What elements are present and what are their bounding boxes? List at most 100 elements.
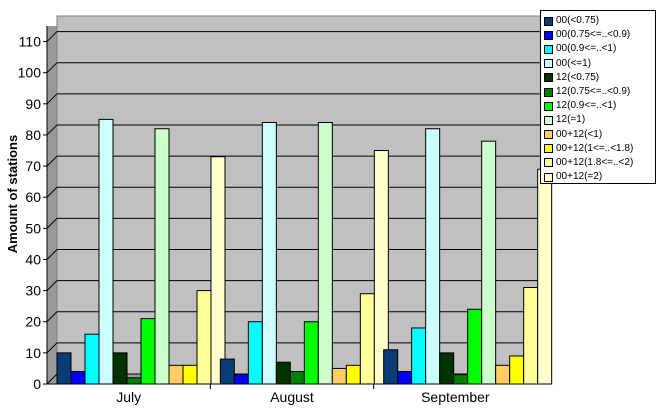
bar [233, 374, 249, 385]
legend-item: 00(<=1) [544, 57, 655, 71]
legend-item: 00+12(=2) [544, 170, 655, 184]
legend-label: 00+12(1.8<=..<2) [556, 156, 634, 168]
legend-swatch [544, 158, 553, 168]
bar [261, 122, 277, 385]
legend-swatch [544, 30, 553, 40]
y-tick-label: 60 [25, 189, 41, 205]
bar [439, 352, 455, 385]
legend-label: 12(=1) [556, 114, 586, 126]
bar [196, 290, 212, 385]
legend-item: 12(=1) [544, 113, 655, 127]
bar [112, 352, 128, 385]
y-tick-label: 40 [25, 251, 41, 267]
legend-item: 00+12(1.8<=..<2) [544, 156, 655, 170]
gridline-slant [46, 62, 58, 74]
bar [481, 140, 497, 385]
bar [247, 321, 263, 385]
legend-swatch [544, 73, 553, 83]
bar [98, 118, 114, 385]
gridline-slant [46, 249, 58, 260]
legend-label: 00+12(1<=..<1.8) [556, 142, 634, 154]
bar [345, 364, 361, 385]
legend-item: 00+12(<1) [544, 128, 655, 142]
legend-swatch [544, 172, 553, 182]
gridline-slant [46, 93, 58, 105]
legend-label: 00+12(<1) [556, 128, 603, 140]
bar [397, 371, 413, 385]
bar [84, 333, 100, 385]
legend-label: 00(0.9<=..<1) [556, 43, 617, 55]
bar [359, 293, 375, 385]
legend-swatch [544, 130, 553, 140]
gridline-slant [46, 31, 58, 42]
y-tick-label: 0 [33, 376, 41, 392]
bar [425, 128, 441, 385]
plot-area [56, 15, 548, 375]
bar [373, 150, 389, 385]
gridline-slant [46, 186, 58, 198]
bar [523, 286, 539, 385]
bar [126, 377, 142, 385]
legend-item: 12(<0.75) [544, 71, 655, 85]
legend-item: 12(0.75<=..<0.9) [544, 85, 655, 99]
gridline-slant [46, 155, 58, 167]
y-tick-label: 80 [25, 127, 41, 143]
y-tick-label: 100 [18, 65, 42, 81]
bar [467, 308, 483, 385]
y-tick-label: 30 [25, 283, 41, 299]
legend-label: 12(0.75<=..<0.9) [556, 86, 631, 98]
gridline-slant [46, 342, 58, 354]
legend-label: 00(0.75<=..<0.9) [556, 29, 631, 41]
y-tick-label: 70 [25, 158, 41, 174]
legend-item: 12(0.9<=..<1) [544, 99, 655, 113]
gridline-slant [46, 217, 58, 229]
gridline-slant [46, 124, 58, 136]
bar [275, 361, 291, 385]
y-tick-label: 10 [25, 345, 41, 361]
legend-swatch [544, 144, 553, 154]
y-tick-label: 50 [25, 220, 41, 236]
x-tick-label: September [421, 389, 490, 405]
bar [317, 122, 333, 385]
x-tick-label: July [116, 389, 141, 405]
bar [210, 156, 226, 385]
y-axis-label: Amount of stations [5, 135, 20, 253]
legend-label: 00+12(=2) [556, 171, 603, 183]
legend-item: 00(0.75<=..<0.9) [544, 28, 655, 42]
legend-item: 00+12(1<=..<1.8) [544, 142, 655, 156]
bar [70, 371, 86, 385]
y-tick-label: 110 [19, 34, 42, 50]
bar [140, 318, 156, 385]
legend-label: 12(<0.75) [556, 71, 600, 83]
legend-swatch [544, 87, 553, 97]
y-tick-label: 90 [25, 96, 41, 112]
bar [453, 374, 469, 385]
legend-label: 00(<=1) [556, 57, 592, 69]
gridline-slant [46, 280, 58, 291]
bar [303, 321, 319, 385]
bar [383, 349, 399, 385]
legend-swatch [544, 101, 553, 111]
legend-label: 00(<0.75) [556, 15, 600, 27]
bar [331, 367, 347, 385]
bar [509, 355, 525, 385]
chart-legend: 00(<0.75) 00(0.75<=..<0.9) 00(0.9<=..<1) 00… [540, 10, 656, 184]
legend-item: 00(<0.75) [544, 14, 655, 28]
legend-swatch [544, 115, 553, 125]
legend-swatch [544, 59, 553, 69]
bar [219, 358, 235, 385]
x-tick-label: August [270, 389, 314, 405]
bar [289, 371, 305, 385]
bar [537, 168, 553, 385]
bar [495, 364, 511, 385]
bar [411, 327, 427, 385]
bar [168, 364, 184, 385]
bar [154, 128, 170, 385]
gridline-slant [46, 311, 58, 323]
legend-swatch [544, 16, 553, 26]
legend-swatch [544, 44, 553, 54]
bar [182, 364, 198, 385]
legend-item: 00(0.9<=..<1) [544, 42, 655, 56]
legend-label: 12(0.9<=..<1) [556, 100, 617, 112]
